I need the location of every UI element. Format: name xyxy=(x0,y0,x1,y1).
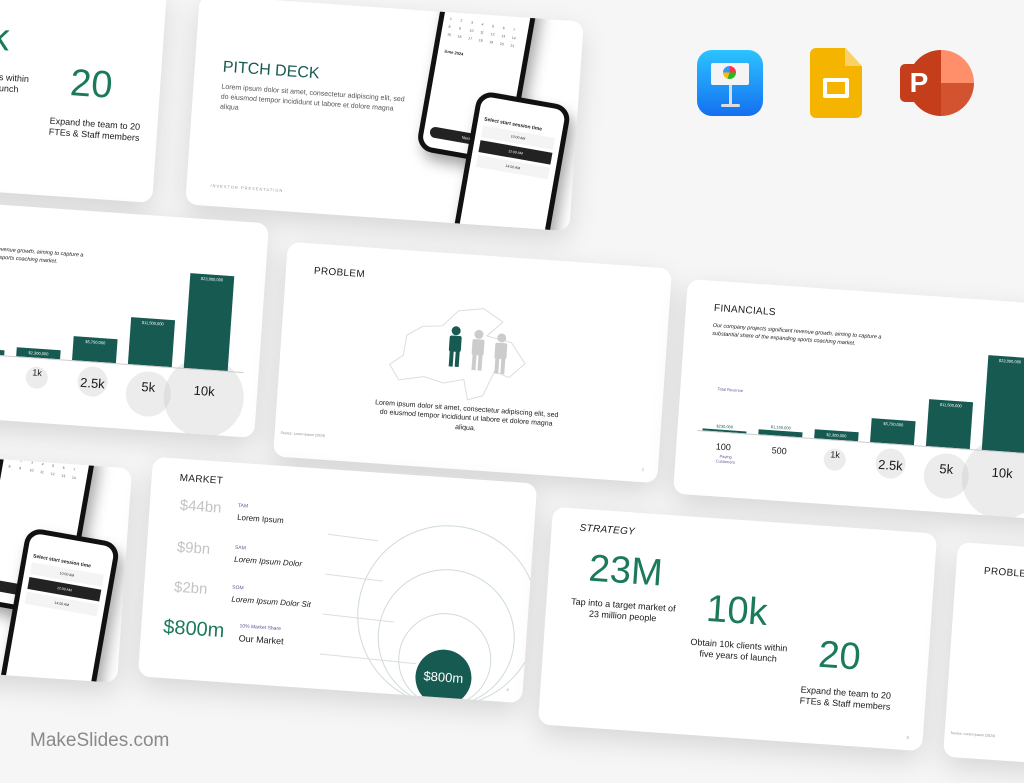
slide-problem[interactable]: PROBLEM Lorem ipsum dolor sit amet, cons… xyxy=(272,241,673,484)
pitch-body: Lorem ipsum dolor sit amet, consectetur … xyxy=(219,83,405,113)
market-circles xyxy=(319,525,538,704)
stat-value: 10k xyxy=(704,587,769,635)
calendar-grid: 1 2 3 4 5 6 7 8 9 10 11 12 13 14 xyxy=(8,456,77,481)
powerpoint-icon: P xyxy=(900,50,974,120)
stat-caption: Tap into a target market of 23 million p… xyxy=(570,596,676,624)
slide-financials[interactable]: FINANCIALS Our company projects signific… xyxy=(672,279,1024,520)
map-outline-icon xyxy=(389,308,526,401)
slide-pitch-deck[interactable]: PITCH DECK Lorem ipsum dolor sit amet, c… xyxy=(185,0,584,232)
person-icon xyxy=(494,333,508,375)
phone-title: Select start session date xyxy=(453,0,513,9)
customer-count-label: 100 xyxy=(715,441,732,453)
brand-label: MakeSlides.com xyxy=(30,730,170,751)
slide-strategy-partial[interactable]: 10k Obtain 10k clients within five years… xyxy=(0,0,168,203)
customer-count-label: 500 xyxy=(771,445,788,457)
stat-caption: Obtain 10k clients within five years of … xyxy=(690,636,788,665)
slide-problem-partial[interactable]: PROBLEM Source: Lorem Ipsum (2024) xyxy=(942,542,1024,783)
stat-value: 20 xyxy=(68,62,114,107)
our-market-tag: 10% Market Share xyxy=(239,623,282,633)
problem-source: Source: Lorem Ipsum (2024) xyxy=(950,730,996,739)
customer-count-label: 1k xyxy=(829,449,841,461)
som-value: $2bn xyxy=(173,578,208,598)
market-bubble-value: $800m xyxy=(423,668,464,686)
market-title: MARKET xyxy=(179,472,224,487)
tam-label: Lorem Ipsum xyxy=(236,512,285,526)
strategy-title: STRATEGY xyxy=(579,522,636,538)
customer-count-label: 500 xyxy=(0,362,6,375)
pitch-footer: INVESTOR PRESENTATION xyxy=(210,183,284,194)
stat-caption: Obtain 10k clients within five years of … xyxy=(0,67,30,95)
revenue-bar-label: $1,150,000 xyxy=(0,342,5,350)
revenue-bar xyxy=(981,355,1024,453)
tam-value: $44bn xyxy=(179,496,223,517)
person-icon-highlighted xyxy=(448,326,462,368)
slide-market[interactable]: MARKET $800m $44bn TAM Lorem Ipsum $9bn … xyxy=(137,456,538,704)
page-number: 6 xyxy=(906,735,910,741)
problem-source: Source: Lorem Ipsum (2024) xyxy=(280,430,326,438)
problem-title: PROBLEM xyxy=(313,265,366,281)
our-market-value: $800m xyxy=(162,615,226,643)
customer-count-label: 2.5k xyxy=(79,374,106,392)
problem-body: Lorem ipsum dolor sit amet, consectetur … xyxy=(374,399,559,433)
stat-value: 10k xyxy=(0,13,11,60)
stat-caption: Expand the team to 20 FTEs & Staff membe… xyxy=(48,115,141,144)
keynote-icon xyxy=(697,50,763,116)
tam-tag: TAM xyxy=(237,502,249,510)
problem-title: PROBLEM xyxy=(983,565,1024,581)
sam-label: Lorem Ipsum Dolor xyxy=(233,554,303,569)
person-icon xyxy=(471,329,485,371)
slide-financials-partial[interactable]: Our company projects significant revenue… xyxy=(0,197,270,438)
stat-value: 23M xyxy=(587,547,665,595)
page-number: 4 xyxy=(506,687,509,693)
pitch-title: PITCH DECK xyxy=(222,58,321,83)
som-tag: SOM xyxy=(231,584,244,592)
revenue-chart: $230,000100$1,150,000500$2,300,0001k$5,7… xyxy=(0,197,269,438)
page-number: 2 xyxy=(641,467,645,473)
our-market-label: Our Market xyxy=(238,633,284,647)
slide-strategy[interactable]: STRATEGY 23M Tap into a target market of… xyxy=(537,506,938,752)
revenue-bar xyxy=(183,273,235,371)
customer-count-label: 2.5k xyxy=(877,456,904,474)
som-label: Lorem Ipsum Dolor Sit xyxy=(231,594,312,610)
customer-count-label: 1k xyxy=(31,367,43,379)
stat-caption: Expand the team to 20 FTEs & Staff membe… xyxy=(799,684,892,713)
stat-value: 20 xyxy=(816,633,863,679)
slide-app-mockup-partial[interactable]: Select start session date 1 2 3 4 5 6 7 8 9 10 11 1… xyxy=(0,442,133,683)
google-slides-icon xyxy=(810,48,862,118)
sam-value: $9bn xyxy=(176,538,211,559)
sam-tag: SAM xyxy=(234,544,247,552)
